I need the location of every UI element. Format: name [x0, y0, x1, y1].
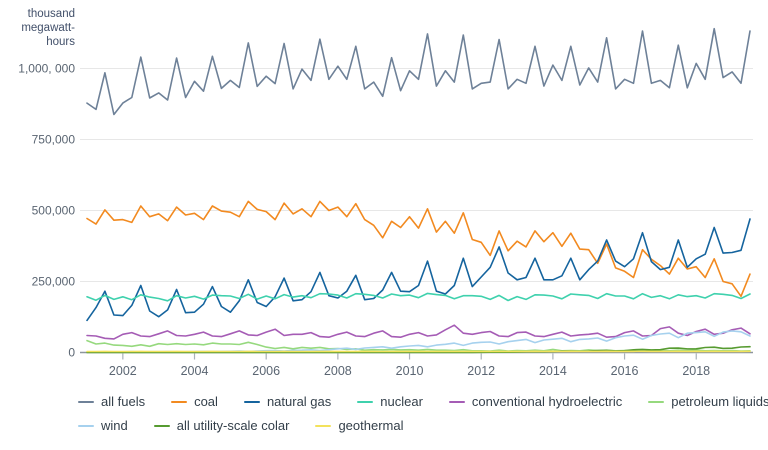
legend-swatch-all-fuels: [78, 400, 94, 403]
x-tick-label: 2008: [324, 364, 352, 378]
legend-label: all fuels: [101, 394, 146, 409]
series-line-nuclear: [86, 292, 751, 302]
legend-item-conventional-hydroelectric[interactable]: conventional hydroelectric: [448, 394, 623, 409]
legend-swatch-geothermal: [315, 424, 332, 427]
legend-swatch-natural-gas: [243, 400, 260, 403]
legend-label: conventional hydroelectric: [471, 394, 623, 409]
y-tick-label: 750,000: [32, 133, 76, 147]
y-tick-label: 250,000: [32, 275, 76, 289]
series-line-natural-gas: [86, 218, 751, 322]
x-tick-label: 2002: [109, 364, 137, 378]
legend-item-petroleum-liquids[interactable]: petroleum liquids: [648, 394, 768, 409]
line-chart: 1,000, 000 750,000 500,000 250,000 0 thousand…: [0, 8, 768, 433]
legend-item-wind[interactable]: wind: [78, 418, 128, 433]
legend-swatch-conventional-hydroelectric: [448, 400, 465, 403]
legend-swatch-all-utility-scale-colar: [153, 424, 170, 427]
legend-swatch-coal: [171, 400, 188, 403]
series-line-coal: [86, 200, 751, 298]
series-line-wind: [86, 330, 751, 353]
legend-row: all fuels coal natural gas nuclear conventio…: [78, 394, 768, 409]
legend-label: wind: [101, 418, 128, 433]
legend-label: nuclear: [380, 394, 423, 409]
legend-label: petroleum liquids: [671, 394, 768, 409]
series-line-all-fuels: [86, 27, 751, 116]
series-line-all-utility-scale-colar: [86, 345, 751, 354]
series-line-petroleum-liquids: [86, 339, 751, 352]
legend-item-natural-gas[interactable]: natural gas: [243, 394, 332, 409]
y-tick-label: 500,000: [32, 204, 76, 218]
legend-label: geothermal: [338, 418, 404, 433]
legend-item-all-utility-scale-colar[interactable]: all utility-scale colar: [153, 418, 290, 433]
legend-swatch-wind: [78, 424, 94, 427]
legend-label: natural gas: [266, 394, 332, 409]
y-tick-label: 1,000, 000: [18, 62, 75, 76]
legend-swatch-petroleum-liquids: [648, 400, 665, 403]
legend-item-geothermal[interactable]: geothermal: [315, 418, 404, 433]
x-tick-label: 2012: [467, 364, 495, 378]
legend-item-all-fuels[interactable]: all fuels: [78, 394, 145, 409]
legend-label: all utility-scale colar: [176, 418, 290, 433]
series-line-conventional-hydroelectric: [86, 324, 751, 340]
x-tick-label: 2018: [682, 364, 710, 378]
legend-item-coal[interactable]: coal: [171, 394, 218, 409]
x-tick-label: 2016: [611, 364, 639, 378]
legend-item-nuclear[interactable]: nuclear: [357, 394, 423, 409]
legend-row: wind all utility-scale colar geothermal: [78, 418, 768, 433]
y-axis-unit-label: hours: [46, 36, 75, 48]
y-tick-label: 0: [68, 346, 75, 360]
y-axis-unit-label: thousand: [28, 8, 75, 20]
legend: all fuels coal natural gas nuclear conventio…: [0, 388, 768, 433]
legend-label: coal: [194, 394, 218, 409]
x-tick-label: 2014: [539, 364, 567, 378]
y-axis-unit-label: megawatt-: [21, 22, 75, 34]
x-tick-label: 2010: [396, 364, 424, 378]
legend-swatch-nuclear: [357, 400, 374, 403]
plot-area: 1,000, 000 750,000 500,000 250,000 0 thousand…: [18, 8, 753, 378]
x-tick-label: 2006: [252, 364, 280, 378]
x-tick-label: 2004: [181, 364, 209, 378]
